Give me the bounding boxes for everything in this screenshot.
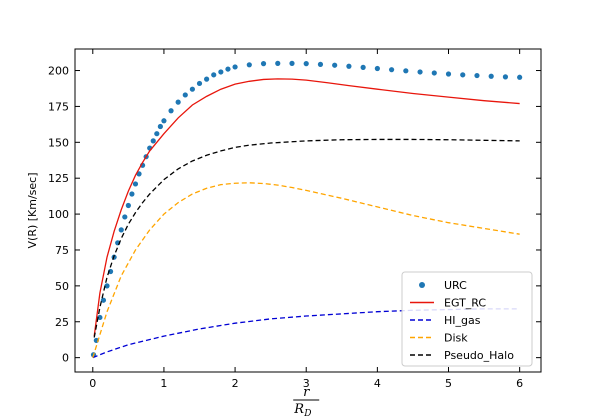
- urc-point: [460, 72, 466, 78]
- ticks-layer: 0 1 2 3 4 5 6 0 25 50 75 100 125 150 175 200: [48, 49, 541, 390]
- legend-label: Pseudo_Halo: [444, 349, 514, 362]
- x-tick-label: 2: [232, 377, 239, 390]
- legend-marker: [419, 282, 425, 288]
- urc-point: [332, 62, 338, 68]
- y-tick-label: 200: [48, 65, 69, 78]
- urc-point: [132, 181, 139, 187]
- legend-box: [401, 271, 533, 367]
- series-pseudo-halo: [93, 138, 520, 338]
- urc-point: [488, 73, 494, 79]
- legend-item-pseudo-halo: Pseudo_Halo: [410, 349, 514, 362]
- x-axis-label: r R D: [293, 385, 320, 419]
- legend-label: EGT_RC: [444, 297, 486, 310]
- y-tick-label: 125: [48, 172, 69, 185]
- urc-point: [517, 74, 523, 80]
- urc-point: [211, 72, 217, 78]
- legend-item-urc: URC: [419, 279, 467, 292]
- urc-point: [403, 68, 409, 74]
- urc-point: [204, 76, 210, 82]
- axes-frame: [74, 48, 542, 373]
- x-axis-label-numerator: r: [303, 385, 310, 400]
- pseudo-halo-line: [93, 138, 520, 338]
- urc-point: [161, 118, 167, 124]
- urc-point: [189, 86, 195, 92]
- urc-point: [118, 227, 124, 233]
- urc-point: [157, 123, 163, 130]
- urc-point: [260, 61, 267, 67]
- urc-point: [136, 171, 142, 177]
- y-tick-label: 150: [48, 136, 69, 149]
- x-tick-label: 0: [89, 377, 96, 390]
- urc-point: [175, 99, 181, 105]
- urc-point: [107, 268, 114, 275]
- legend-item-egt-rc: EGT_RC: [410, 297, 486, 310]
- urc-point: [168, 108, 174, 114]
- urc-point: [431, 70, 437, 76]
- urc-point: [502, 74, 509, 80]
- disk-line: [92, 182, 520, 358]
- y-tick-label: 100: [48, 208, 69, 221]
- x-axis-label-denominator-subscript: D: [303, 409, 311, 419]
- y-tick-label: 25: [55, 316, 69, 329]
- x-tick-label: 3: [303, 377, 310, 390]
- x-tick-label: 6: [516, 377, 523, 390]
- y-tick-label: 0: [62, 352, 69, 365]
- x-tick-label: 5: [445, 377, 452, 390]
- series-egt-rc: [93, 78, 520, 337]
- urc-point: [303, 61, 309, 67]
- urc-point: [388, 67, 395, 73]
- urc-point: [417, 69, 423, 75]
- x-axis-label-denominator: R: [293, 402, 304, 417]
- urc-point: [360, 64, 366, 70]
- urc-point: [218, 69, 224, 75]
- urc-point: [232, 64, 238, 70]
- y-axis-label: V(R) [Km/sec]: [26, 172, 39, 248]
- urc-point: [104, 283, 110, 289]
- series-urc: [90, 60, 523, 358]
- urc-point: [100, 297, 107, 303]
- series-disk: [92, 182, 520, 358]
- legend-label: Disk: [444, 332, 468, 345]
- urc-point: [246, 62, 252, 68]
- urc-point: [154, 131, 160, 137]
- y-tick-label: 75: [55, 244, 69, 257]
- urc-point: [346, 63, 352, 69]
- urc-point: [374, 65, 380, 72]
- urc-point: [289, 60, 295, 66]
- urc-point: [122, 214, 128, 220]
- egt-rc-line: [93, 78, 520, 337]
- urc-point: [182, 92, 188, 98]
- legend-label: HI_gas: [444, 314, 481, 327]
- urc-point: [275, 60, 281, 66]
- urc-point: [125, 202, 131, 209]
- legend-item-hi-gas: HI_gas: [410, 314, 481, 327]
- legend: URC EGT_RC HI_gas Disk Pseudo_Halo: [401, 271, 533, 367]
- y-tick-label: 175: [48, 100, 69, 113]
- urc-point: [317, 61, 324, 67]
- urc-point: [97, 314, 103, 321]
- urc-point: [474, 72, 480, 79]
- urc-point: [150, 138, 156, 144]
- urc-point: [196, 80, 203, 87]
- urc-point: [445, 71, 452, 77]
- y-tick-label: 50: [55, 280, 69, 293]
- legend-item-disk: Disk: [410, 332, 468, 345]
- x-tick-label: 4: [374, 377, 381, 390]
- x-tick-label: 1: [160, 377, 167, 390]
- urc-point: [129, 191, 135, 197]
- legend-label: URC: [444, 279, 467, 292]
- urc-point: [225, 66, 231, 72]
